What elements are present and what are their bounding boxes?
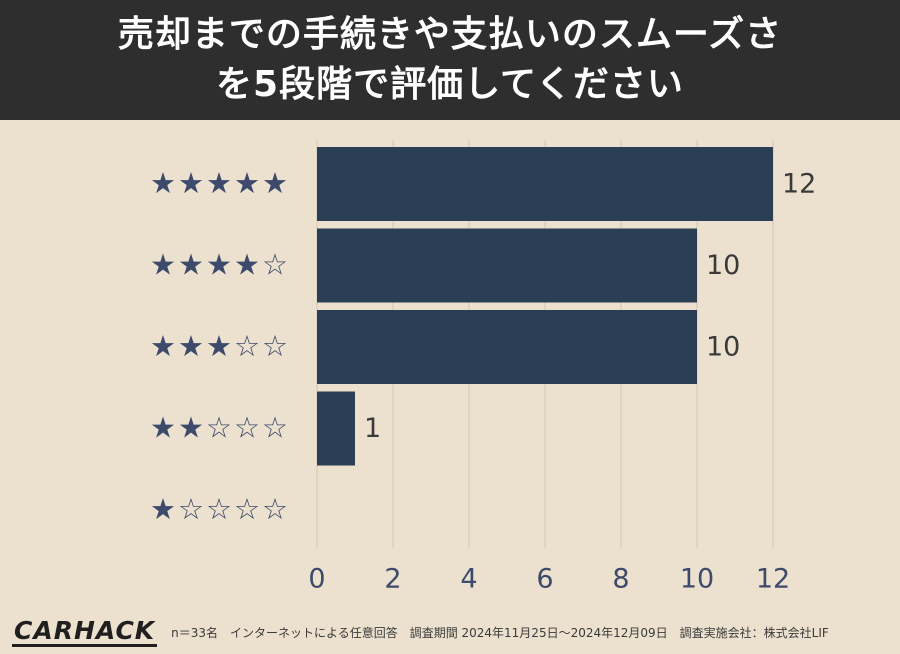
x-tick-label: 0: [308, 564, 325, 595]
category-label: ★★★☆☆: [150, 329, 290, 363]
title-line-1: 売却までの手続きや支払いのスムーズさ: [117, 14, 783, 55]
category-label: ★★★★★: [150, 166, 290, 200]
data-label: 12: [782, 169, 816, 200]
x-tick-label: 6: [536, 564, 553, 595]
x-tick-label: 8: [612, 564, 629, 595]
header: 売却までの手続きや支払いのスムーズさ を5段階で評価してください: [0, 0, 900, 120]
data-label: 10: [706, 250, 740, 281]
title-line-2: を5段階で評価してください: [216, 64, 684, 105]
category-label: ★★☆☆☆: [150, 411, 290, 445]
carhack-logo: CARHACK: [12, 615, 158, 647]
x-tick-label: 10: [680, 564, 714, 595]
x-tick-label: 2: [384, 564, 401, 595]
x-tick-label: 4: [460, 564, 477, 595]
footer: CARHACK n＝33名 インターネットによる任意回答 調査期間 2024年1…: [12, 614, 892, 650]
bar: [317, 228, 697, 303]
data-label: 10: [706, 332, 740, 363]
bar: [317, 147, 773, 221]
category-label: ★★★★☆: [150, 248, 290, 282]
survey-footnote: n＝33名 インターネットによる任意回答 調査期間 2024年11月25日～20…: [171, 625, 829, 640]
category-label: ★☆☆☆☆: [150, 492, 290, 526]
bar: [317, 310, 697, 384]
data-label: 1: [364, 413, 381, 444]
bar: [317, 391, 355, 466]
x-tick-label: 12: [756, 564, 790, 595]
